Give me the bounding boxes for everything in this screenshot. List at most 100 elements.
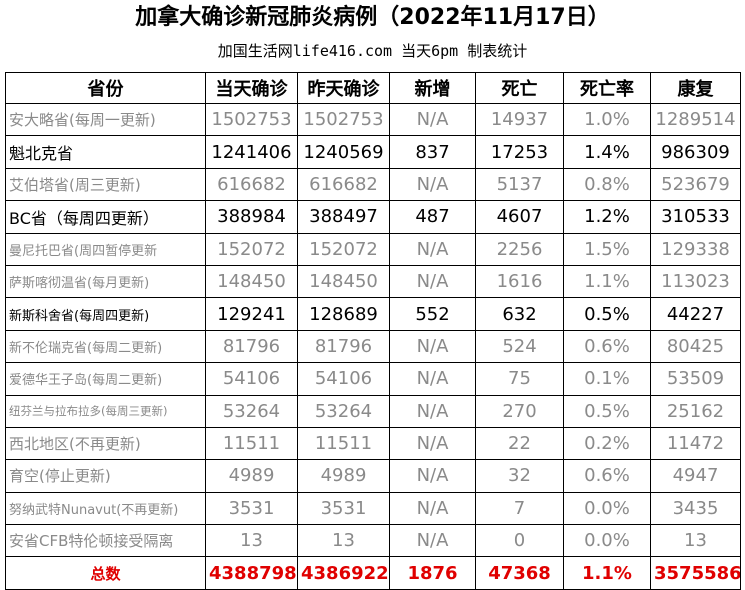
cell-yesterday-confirmed: 4989 [297,459,390,493]
table-row: 新斯科舍省(每周四更新) 129241 128689 552 632 0.5% 44227 [5,297,741,331]
cell-new: N/A [389,232,476,266]
total-death-rate: 1.1% [563,556,651,590]
cell-deaths: 2256 [475,232,564,266]
cell-new: 552 [389,297,476,331]
cell-province: 育空(停止更新) [5,459,206,493]
cell-death-rate: 1.5% [563,232,651,266]
cell-recovered: 80425 [650,329,741,364]
cell-new: N/A [389,524,476,558]
total-deaths: 47368 [475,556,564,590]
cell-today-confirmed: 1502753 [205,102,298,137]
cell-deaths: 1616 [475,264,564,299]
cell-province: 西北地区(不再更新) [5,426,206,461]
cell-recovered: 129338 [650,232,741,266]
cell-deaths: 14937 [475,102,564,137]
cell-death-rate: 1.0% [563,102,651,137]
table-row: 萨斯喀彻温省(每月更新) 148450 148450 N/A 1616 1.1% 11302… [5,264,741,299]
cell-yesterday-confirmed: 1502753 [297,102,390,137]
table-row: 爱德华王子岛(每周二更新) 54106 54106 N/A 75 0.1% 53509 [5,362,741,396]
cell-yesterday-confirmed: 3531 [297,491,390,526]
cell-today-confirmed: 148450 [205,264,298,299]
cell-recovered: 986309 [650,135,741,169]
header-death-rate: 死亡率 [563,72,651,104]
cell-deaths: 75 [475,362,564,396]
cell-province: 安省CFB特伦顿接受隔离 [5,524,206,558]
cell-new: 837 [389,135,476,169]
table-row: 安大略省(每周一更新) 1502753 1502753 N/A 14937 1.0% 128… [5,102,741,137]
header-province: 省份 [5,72,206,104]
table-row: 育空(停止更新) 4989 4989 N/A 32 0.6% 4947 [5,459,741,493]
cell-new: N/A [389,394,476,428]
total-yesterday-confirmed: 4386922 [297,556,390,590]
cell-deaths: 17253 [475,135,564,169]
table-row: 曼尼托巴省(周四暂停更新 152072 152072 N/A 2256 1.5% 12933… [5,232,741,266]
cell-death-rate: 0.5% [563,394,651,428]
cell-new: N/A [389,167,476,202]
table-row: 安省CFB特伦顿接受隔离 13 13 N/A 0 0.0% 13 [5,524,741,558]
cell-new: N/A [389,362,476,396]
cell-death-rate: 0.1% [563,362,651,396]
cell-death-rate: 0.0% [563,524,651,558]
cell-today-confirmed: 129241 [205,297,298,331]
cell-death-rate: 0.2% [563,426,651,461]
total-row: 总数 4388798 4386922 1876 47368 1.1% 3575586 [5,556,741,590]
total-province: 总数 [5,556,206,590]
cell-recovered: 53509 [650,362,741,396]
header-yesterday-confirmed: 昨天确诊 [297,72,390,104]
cell-new: N/A [389,426,476,461]
cell-yesterday-confirmed: 388497 [297,200,390,234]
cell-new: N/A [389,491,476,526]
cell-deaths: 632 [475,297,564,331]
cell-deaths: 4607 [475,200,564,234]
cell-deaths: 22 [475,426,564,461]
table-row: 努纳武特Nunavut(不再更新) 3531 3531 N/A 7 0.0% 3435 [5,491,741,526]
cell-province: 安大略省(每周一更新) [5,102,206,137]
table-row: 新不伦瑞克省(每周二更新) 81796 81796 N/A 524 0.6% 80425 [5,329,741,364]
cell-recovered: 4947 [650,459,741,493]
total-recovered: 3575586 [650,556,741,590]
cell-death-rate: 1.4% [563,135,651,169]
cell-today-confirmed: 13 [205,524,298,558]
cell-yesterday-confirmed: 53264 [297,394,390,428]
cell-new: N/A [389,264,476,299]
table-row: 西北地区(不再更新) 11511 11511 N/A 22 0.2% 11472 [5,426,741,461]
cell-yesterday-confirmed: 148450 [297,264,390,299]
cell-today-confirmed: 53264 [205,394,298,428]
cell-yesterday-confirmed: 152072 [297,232,390,266]
header-today-confirmed: 当天确诊 [205,72,298,104]
cell-yesterday-confirmed: 54106 [297,362,390,396]
cell-new: 487 [389,200,476,234]
cell-death-rate: 0.6% [563,329,651,364]
cell-deaths: 5137 [475,167,564,202]
cell-province: 魁北克省 [5,135,206,169]
cell-death-rate: 1.1% [563,264,651,299]
cell-today-confirmed: 11511 [205,426,298,461]
total-today-confirmed: 4388798 [205,556,298,590]
cell-today-confirmed: 388984 [205,200,298,234]
cell-deaths: 7 [475,491,564,526]
cell-death-rate: 0.8% [563,167,651,202]
table-header-row: 省份 当天确诊 昨天确诊 新增 死亡 死亡率 康复 [5,72,741,104]
cell-death-rate: 0.6% [563,459,651,493]
table-row: BC省（每周四更新） 388984 388497 487 4607 1.2% 310533 [5,200,741,234]
covid-cases-table: 省份 当天确诊 昨天确诊 新增 死亡 死亡率 康复 安大略省(每周一更新) 150… [5,72,741,590]
header-new: 新增 [389,72,476,104]
cell-province: 艾伯塔省(周三更新) [5,167,206,202]
cell-recovered: 13 [650,524,741,558]
cell-death-rate: 1.2% [563,200,651,234]
cell-new: N/A [389,459,476,493]
table-body: 安大略省(每周一更新) 1502753 1502753 N/A 14937 1.0% 128… [5,102,741,590]
cell-new: N/A [389,329,476,364]
cell-recovered: 113023 [650,264,741,299]
cell-province: 曼尼托巴省(周四暂停更新 [5,232,206,266]
cell-today-confirmed: 152072 [205,232,298,266]
cell-province: 萨斯喀彻温省(每月更新) [5,264,206,299]
cell-today-confirmed: 616682 [205,167,298,202]
cell-recovered: 1289514 [650,102,741,137]
cell-province: 新斯科舍省(每周四更新) [5,297,206,331]
cell-today-confirmed: 54106 [205,362,298,396]
cell-recovered: 310533 [650,200,741,234]
cell-yesterday-confirmed: 128689 [297,297,390,331]
cell-province: 纽芬兰与拉布拉多(每周三更新) [5,394,206,428]
cell-recovered: 523679 [650,167,741,202]
